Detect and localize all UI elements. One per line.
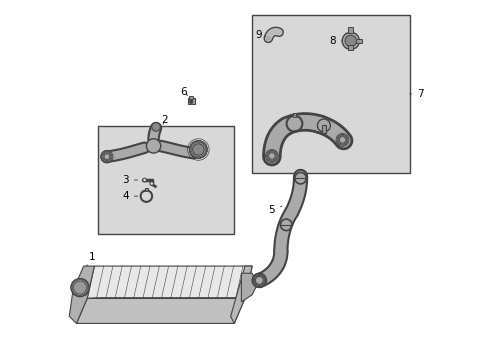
Circle shape: [190, 100, 193, 103]
Bar: [348, 45, 353, 50]
Circle shape: [101, 150, 113, 163]
Polygon shape: [76, 298, 245, 323]
Polygon shape: [242, 273, 258, 302]
Circle shape: [252, 273, 267, 288]
Text: 4: 4: [122, 191, 138, 201]
Circle shape: [318, 119, 330, 132]
Polygon shape: [87, 266, 252, 298]
Bar: [294, 113, 295, 117]
Bar: [98, 126, 234, 234]
Circle shape: [345, 35, 357, 46]
Circle shape: [147, 139, 161, 153]
Text: 8: 8: [330, 36, 342, 46]
Polygon shape: [231, 266, 252, 323]
Circle shape: [190, 141, 207, 158]
Bar: [188, 98, 195, 104]
Circle shape: [143, 178, 147, 182]
Text: 5: 5: [269, 206, 282, 216]
Bar: [348, 27, 353, 33]
Bar: [190, 96, 193, 99]
Bar: [356, 39, 362, 43]
Polygon shape: [69, 266, 95, 323]
Bar: [252, 15, 410, 173]
Text: 1: 1: [87, 252, 96, 266]
Circle shape: [152, 123, 160, 131]
Text: 6: 6: [181, 87, 188, 97]
Bar: [322, 126, 326, 134]
Circle shape: [342, 32, 359, 49]
Circle shape: [71, 279, 89, 297]
Text: 2: 2: [161, 115, 168, 125]
Text: 7: 7: [410, 89, 424, 99]
Text: 3: 3: [122, 175, 138, 185]
Circle shape: [193, 144, 204, 155]
Bar: [145, 188, 148, 192]
Circle shape: [150, 182, 153, 185]
Text: 9: 9: [255, 30, 266, 40]
